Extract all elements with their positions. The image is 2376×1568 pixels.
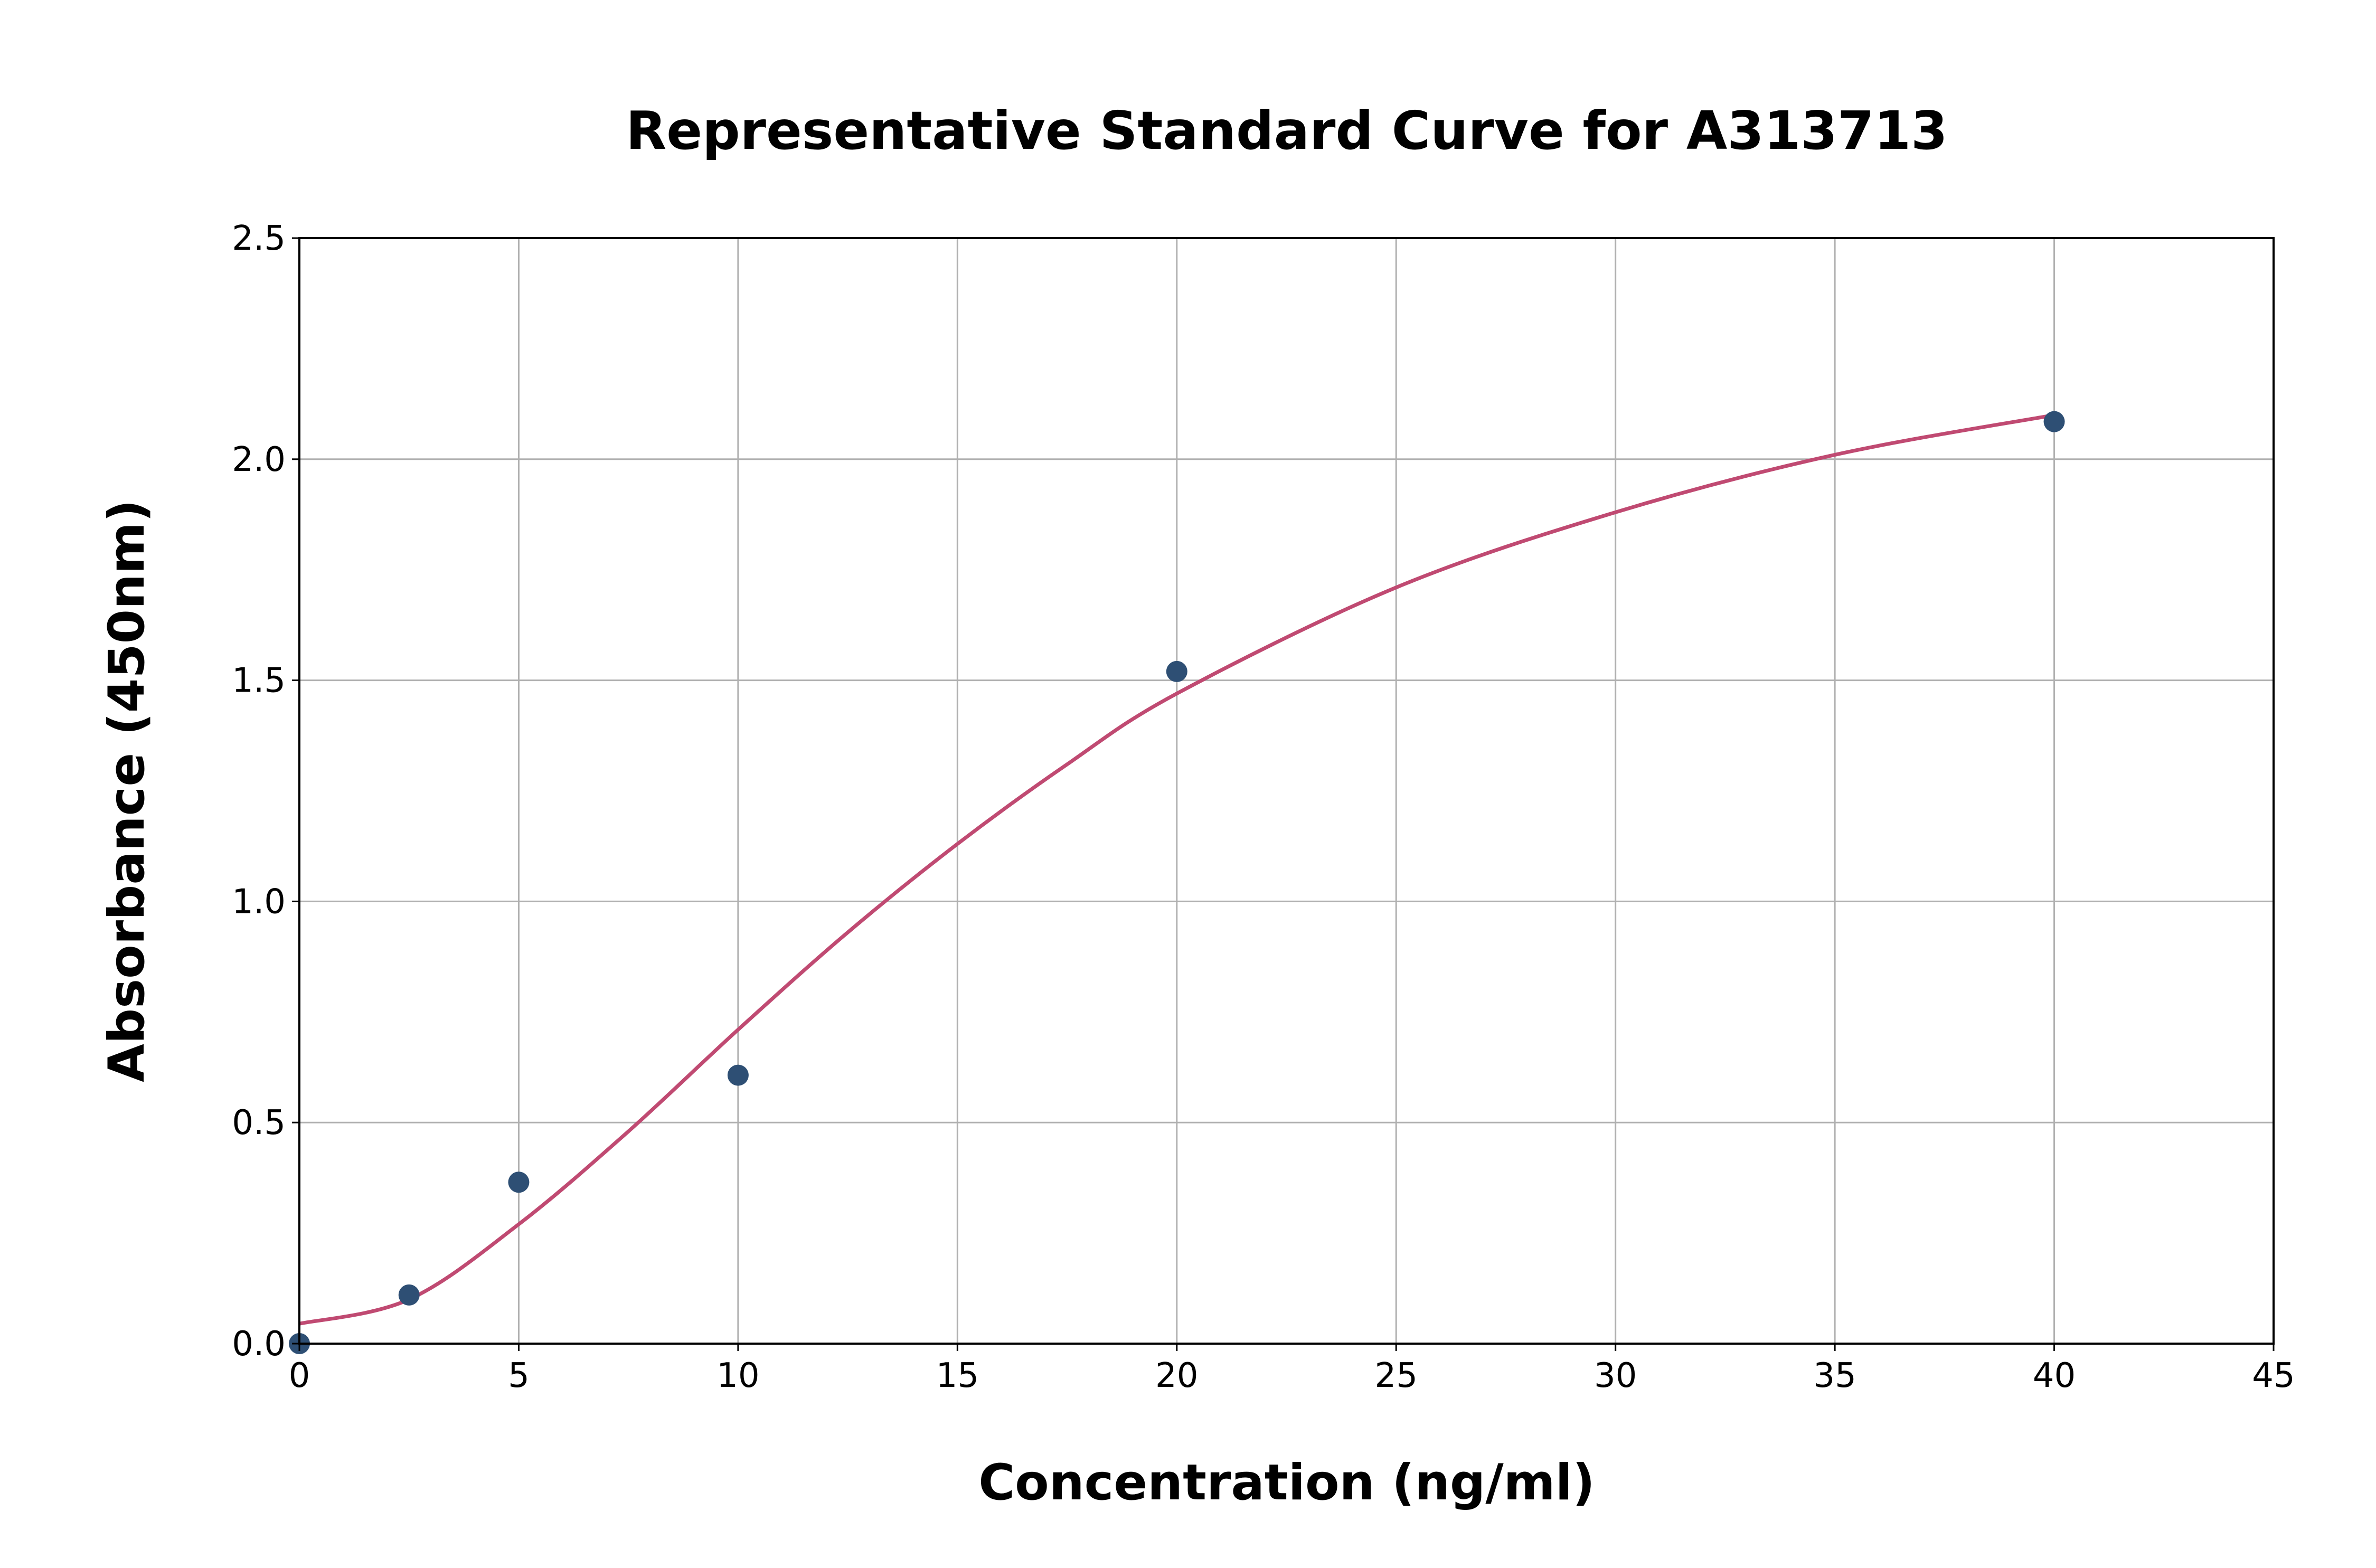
grid: [298, 237, 2275, 1345]
data-points-layer: [289, 411, 2065, 1354]
y-axis-ticks: 0.0 0.5 1.0 1.5 2.0 2.5: [232, 219, 299, 1364]
x-axis-ticks: 0 5 10 15 20 25 30 35 40 45: [289, 1344, 2295, 1395]
x-tick-label: 25: [1375, 1356, 1418, 1395]
fit-curve-line: [299, 413, 2055, 1326]
y-tick-label: 0.0: [232, 1325, 286, 1364]
x-tick-label: 45: [2252, 1356, 2295, 1395]
x-tick-label: 15: [936, 1356, 979, 1395]
data-point: [2043, 411, 2065, 432]
plot-frame: [298, 237, 2275, 1345]
x-tick-label: 10: [716, 1356, 759, 1395]
x-tick-label: 0: [289, 1356, 310, 1395]
y-tick-label: 2.0: [232, 440, 286, 479]
x-axis-label: Concentration (ng/ml): [978, 1454, 1595, 1512]
y-tick-label: 2.5: [232, 219, 286, 258]
y-axis-label: Absorbance (450nm): [98, 499, 156, 1082]
fit-curve-layer: [299, 413, 2055, 1326]
data-point: [398, 1284, 420, 1306]
x-tick-label: 35: [1813, 1356, 1856, 1395]
x-tick-label: 5: [508, 1356, 530, 1395]
y-tick-label: 1.0: [232, 882, 286, 921]
data-point: [727, 1064, 749, 1086]
x-tick-label: 40: [2033, 1356, 2076, 1395]
chart-title: Representative Standard Curve for A31371…: [626, 100, 1947, 162]
y-tick-label: 1.5: [232, 662, 286, 701]
y-tick-label: 0.5: [232, 1103, 286, 1142]
x-tick-label: 30: [1594, 1356, 1637, 1395]
data-point: [508, 1172, 530, 1193]
x-tick-label: 20: [1155, 1356, 1198, 1395]
data-point: [1166, 660, 1187, 682]
